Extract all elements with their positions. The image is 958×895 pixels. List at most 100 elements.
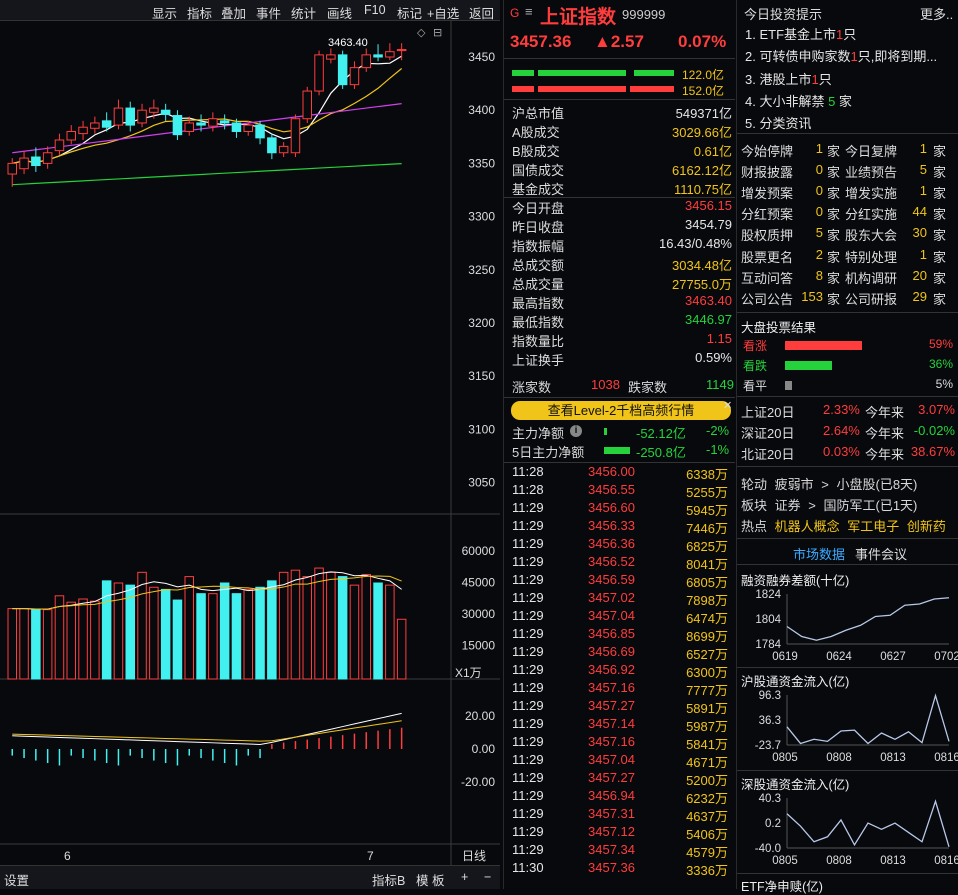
mini-x-label: 0805	[772, 855, 798, 867]
event-label[interactable]: 股权质押	[741, 228, 794, 244]
tick-volume: 5255万	[686, 485, 728, 500]
tick-volume: 8041万	[686, 557, 728, 572]
close-icon[interactable]: ✕	[723, 400, 733, 412]
toolbar-mark[interactable]: 标记	[397, 7, 423, 21]
hot-topic[interactable]: 军工电子	[847, 519, 900, 534]
event-label[interactable]: 机构调研	[845, 270, 898, 286]
macd-tick-label: 20.00	[465, 709, 495, 723]
event-label[interactable]: 公司公告	[741, 291, 794, 307]
perf-20d: 2.33%	[823, 402, 860, 417]
event-label[interactable]: 公司研报	[845, 291, 898, 307]
mini-line	[786, 693, 950, 745]
kline-chart[interactable]: 3450 3400 3350 3300 3250 3200 3150 3100 3050 3463…	[0, 21, 500, 868]
news-item[interactable]: 5. 分类资讯	[745, 113, 811, 132]
tick-row: 11:29 3456.52 8041万	[512, 554, 728, 572]
news-text: 只,即将到期...	[857, 49, 938, 65]
mini-y-label: -40.0	[755, 843, 781, 855]
event-label[interactable]: 特别处理	[845, 249, 898, 265]
toolbar-f10[interactable]: F10	[364, 3, 386, 17]
info-icon[interactable]: i	[570, 425, 582, 437]
tick-volume: 7777万	[686, 683, 728, 698]
event-label[interactable]: 财报披露	[741, 165, 794, 181]
news-item[interactable]: 4. 大小非解禁 5 家	[745, 91, 852, 110]
tick-time: 11:29	[512, 788, 544, 803]
event-label[interactable]: 分红实施	[845, 207, 898, 223]
news-text: 4. 大小非解禁	[745, 93, 829, 109]
stat-value: 3454.79	[685, 217, 732, 232]
event-unit: 家	[933, 249, 947, 265]
candle	[219, 120, 230, 124]
price-row: 3457.36 ▲2.57 0.07%	[504, 30, 735, 54]
toolbar-back[interactable]: 返回	[469, 7, 495, 21]
event-label[interactable]: 今日复牌	[845, 144, 898, 159]
tick-time: 11:29	[512, 626, 544, 641]
volume-bar	[349, 584, 360, 680]
tick-time: 11:28	[512, 464, 544, 479]
stat-value: 3446.97	[685, 312, 732, 327]
toolbar-draw[interactable]: 画线	[327, 7, 353, 21]
turnover-bar-1c	[634, 70, 674, 76]
toolbar-stats[interactable]: 统计	[291, 7, 317, 21]
tick-time: 11:29	[512, 500, 544, 515]
price-tick-label: 3350	[468, 156, 495, 170]
price-tick-label: 3200	[468, 316, 495, 330]
perf-label: 上证20日	[741, 405, 795, 420]
tick-time: 11:28	[512, 482, 544, 497]
tick-row: 11:29 3456.33 7446万	[512, 518, 728, 536]
mini-x-label: 0805	[772, 752, 798, 764]
event-label[interactable]: 今始停牌	[741, 144, 794, 159]
toolbar-indicator[interactable]: 指标	[187, 7, 213, 21]
event-unit: 家	[827, 249, 841, 265]
volume-bar	[31, 609, 41, 680]
news-item[interactable]: 2. 可转债申购家数1只,即将到期...	[745, 46, 937, 65]
menu-icon[interactable]: ≡	[525, 4, 533, 19]
volume-bar	[326, 571, 336, 680]
indicator-b-button[interactable]: 指标B	[372, 874, 406, 888]
candle	[302, 90, 312, 120]
tab-market-data[interactable]: 市场数据	[793, 547, 846, 562]
event-label[interactable]: 股东大会	[845, 228, 898, 244]
tick-time: 11:29	[512, 518, 544, 533]
event-label[interactable]: 股票更名	[741, 249, 794, 265]
date-label: 6	[64, 849, 71, 863]
level2-banner[interactable]: 查看Level-2千档高频行情	[511, 401, 731, 420]
toolbar-add-watch[interactable]: +自选	[427, 7, 460, 21]
tick-volume: 5841万	[686, 737, 728, 752]
tick-row: 11:30 3457.36 3336万	[512, 860, 728, 878]
tick-volume: 5406万	[686, 827, 728, 842]
flow-row-1: 主力净额 i -52.12亿 -2%	[512, 423, 732, 441]
stat-row: 国债成交 6162.12亿	[512, 159, 732, 178]
vote-bar	[785, 361, 832, 370]
template-button[interactable]: 模 板	[416, 874, 445, 888]
vote-title: 大盘投票结果	[741, 321, 817, 335]
news-count: 1	[850, 49, 858, 65]
settings-button[interactable]: 设置	[4, 874, 30, 888]
volume-bar	[314, 567, 324, 680]
tab-events-meetings[interactable]: 事件会议	[855, 547, 908, 562]
volume-bar	[42, 609, 53, 680]
tick-price: 3457.16	[588, 680, 635, 695]
event-label[interactable]: 分红预案	[741, 207, 794, 223]
tick-row: 11:29 3457.27 5200万	[512, 770, 728, 788]
toolbar-display[interactable]: 显示	[152, 7, 178, 21]
mini-x-label: 0816	[934, 752, 958, 764]
event-label[interactable]: 互动问答	[741, 270, 794, 286]
zoom-out-button[interactable]: −	[484, 870, 492, 884]
hot-topic[interactable]: 创新药	[906, 519, 946, 534]
event-label[interactable]: 增发实施	[845, 186, 898, 202]
tick-price: 3457.31	[588, 806, 635, 821]
stat-row: 今日开盘 3456.15	[512, 197, 732, 216]
news-item[interactable]: 3. 港股上市1只	[745, 69, 832, 88]
toolbar-overlay[interactable]: 叠加	[221, 7, 247, 21]
news-item[interactable]: 1. ETF基金上市1只	[745, 24, 856, 43]
event-label[interactable]: 业绩预告	[845, 165, 898, 181]
more-link[interactable]: 更多..	[920, 7, 954, 22]
hot-topic[interactable]: 机器人概念	[774, 519, 840, 534]
toolbar-events[interactable]: 事件	[256, 7, 282, 21]
tick-price: 3456.00	[588, 464, 635, 479]
event-label[interactable]: 增发预案	[741, 186, 794, 202]
mini-y-label: 96.3	[759, 690, 781, 702]
vote-pct: 59%	[928, 337, 953, 351]
zoom-in-button[interactable]: +	[461, 870, 469, 884]
mini-y-label: 1784	[755, 639, 781, 651]
